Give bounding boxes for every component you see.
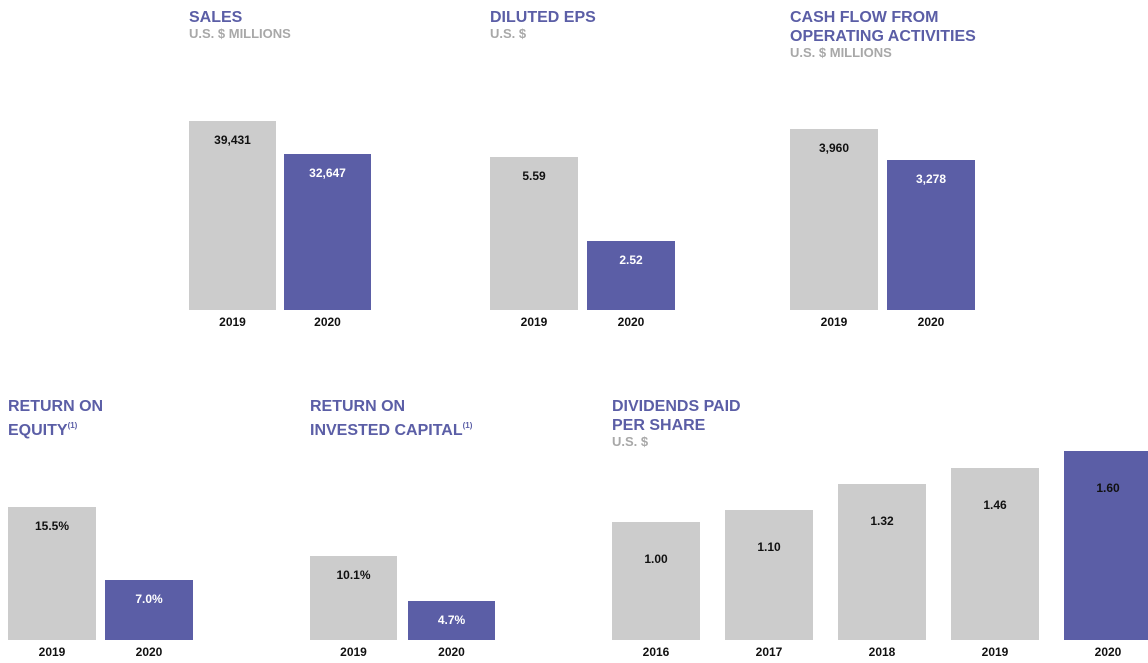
bar <box>838 484 926 640</box>
bar <box>951 467 1039 640</box>
bar <box>587 241 675 310</box>
value-label: 3,960 <box>818 141 850 155</box>
value-label: 1.32 <box>870 514 894 529</box>
chart-subtitle: U.S. $ <box>612 434 649 449</box>
bar <box>725 510 813 640</box>
value-label: 2.52 <box>619 253 643 268</box>
value-label: 10.1% <box>336 568 371 582</box>
chart-title: SALES <box>189 9 243 26</box>
chart-title: CASH FLOW FROM <box>790 9 939 26</box>
value-label: 1.46 <box>983 497 1007 512</box>
chart-title: EQUITY(1) <box>8 421 78 439</box>
bar <box>8 507 96 640</box>
value-label: 15.5% <box>34 519 70 533</box>
bar <box>105 579 193 640</box>
x-tick-label: 2020 <box>917 315 945 329</box>
chart-title: DIVIDENDS PAID <box>612 398 741 415</box>
value-label: 5.59 <box>522 169 546 183</box>
x-tick-label: 2020 <box>314 315 341 329</box>
bar <box>408 600 495 640</box>
bar <box>490 157 578 310</box>
chart-title: RETURN ON <box>8 398 104 415</box>
bar <box>790 129 878 310</box>
value-label: 39,431 <box>214 133 251 147</box>
value-label: 1.00 <box>644 551 668 566</box>
x-tick-label: 2019 <box>981 645 1009 659</box>
chart-title: INVESTED CAPITAL(1) <box>310 421 473 439</box>
value-label: 4.7% <box>437 612 466 627</box>
bar <box>1064 451 1148 640</box>
chart-subtitle: U.S. $ MILLIONS <box>189 26 291 41</box>
x-tick-label: 2020 <box>617 315 645 329</box>
chart-title: PER SHARE <box>612 417 706 434</box>
title-footnote: (1) <box>67 421 78 430</box>
bar <box>284 153 371 310</box>
value-label: 1.10 <box>757 540 781 555</box>
x-tick-label: 2020 <box>135 645 163 659</box>
chart-title: DILUTED EPS <box>490 9 596 26</box>
value-label: 1.60 <box>1096 481 1120 495</box>
x-tick-label: 2019 <box>340 645 367 659</box>
x-tick-label: 2019 <box>520 315 548 329</box>
bar <box>310 556 397 640</box>
chart-subtitle: U.S. $ <box>490 26 527 41</box>
x-tick-label: 2018 <box>868 645 896 659</box>
chart-title: RETURN ON <box>310 398 406 415</box>
x-tick-label: 2019 <box>38 645 66 659</box>
x-tick-label: 2017 <box>755 645 783 659</box>
value-label: 3,278 <box>915 172 947 187</box>
x-tick-label: 2020 <box>438 645 465 659</box>
chart-title: OPERATING ACTIVITIES <box>790 28 976 45</box>
x-tick-label: 2020 <box>1094 645 1122 659</box>
x-tick-label: 2019 <box>219 315 246 329</box>
bar <box>189 121 276 310</box>
title-footnote: (1) <box>462 421 473 430</box>
x-tick-label: 2016 <box>642 645 670 659</box>
bar <box>612 521 700 640</box>
bar <box>887 160 975 310</box>
chart-subtitle: U.S. $ MILLIONS <box>790 45 892 60</box>
value-label: 7.0% <box>135 591 163 606</box>
x-tick-label: 2019 <box>820 315 848 329</box>
value-label: 32,647 <box>309 165 346 180</box>
